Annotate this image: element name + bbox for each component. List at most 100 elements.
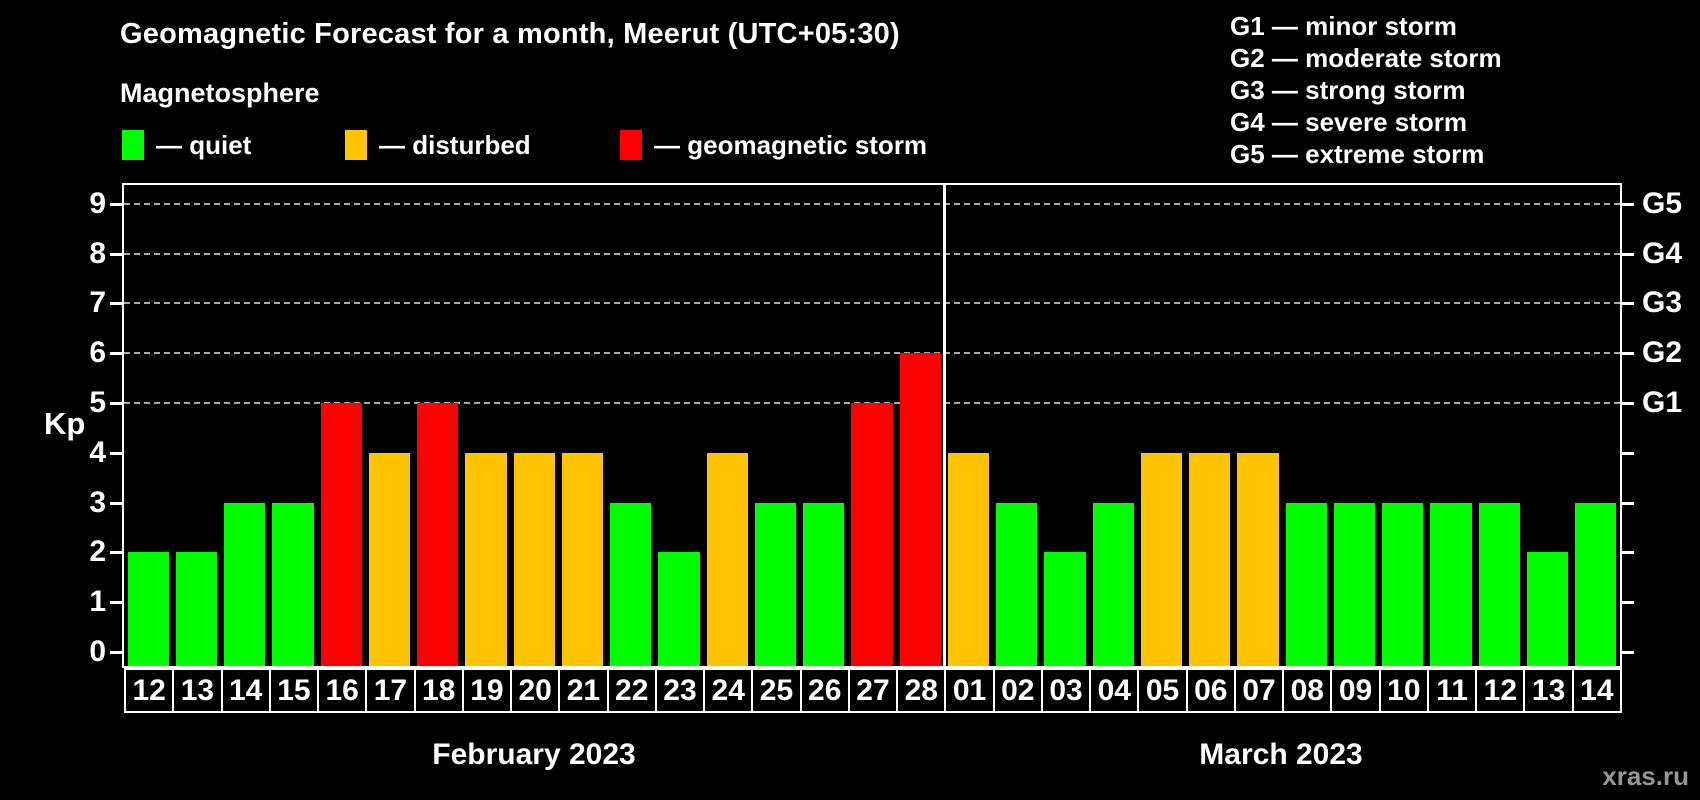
day-label: 12 (1475, 668, 1526, 713)
kp-bar (996, 502, 1038, 666)
y-axis-tick-right (1622, 651, 1634, 654)
day-label: 06 (1185, 668, 1236, 713)
y-axis-tick-left (110, 252, 122, 256)
day-label: 07 (1233, 668, 1285, 713)
day-label: 11 (1426, 668, 1478, 713)
day-label: 12 (124, 668, 175, 713)
day-label: 04 (1089, 668, 1140, 713)
g-legend-line-g4: G4 — severe storm (1230, 107, 1468, 137)
watermark: xras.ru (1602, 761, 1689, 791)
kp-bar (1430, 502, 1472, 666)
y-axis-tick-left (110, 402, 122, 405)
y-axis-label: 7 (89, 286, 106, 320)
kp-bar (706, 452, 748, 666)
y-axis-tick-left (110, 352, 122, 356)
kp-bar (1382, 502, 1424, 666)
right-axis-label-g4: G4 (1642, 236, 1683, 270)
y-axis-label: 5 (89, 386, 106, 419)
kp-bar (1285, 502, 1327, 666)
kp-bar (947, 452, 990, 666)
month-label-february: February 2023 (432, 738, 636, 771)
y-axis-tick-right (1622, 302, 1634, 306)
day-label: 23 (654, 668, 706, 713)
kp-bar (127, 552, 169, 666)
y-axis-label: 6 (89, 336, 106, 370)
y-axis-tick-left (110, 601, 122, 605)
kp-bar (610, 502, 652, 666)
y-axis-label: 4 (89, 435, 106, 469)
day-label: 27 (847, 668, 899, 713)
y-axis-label: 3 (89, 485, 106, 519)
legend-item-disturbed: — disturbed (345, 128, 531, 162)
day-label: 13 (172, 668, 223, 713)
day-label: 20 (510, 668, 561, 713)
day-label: 28 (896, 668, 947, 713)
kp-bar (175, 552, 217, 666)
kp-bar (1044, 552, 1086, 666)
day-label: 10 (1378, 668, 1429, 713)
page-title: Geomagnetic Forecast for a month, Meerut… (120, 18, 900, 50)
chart-subtitle: Magnetosphere (120, 78, 320, 108)
right-axis-label-g3: G3 (1642, 286, 1683, 320)
day-label: 19 (461, 668, 513, 713)
y-axis-tick-right (1622, 202, 1634, 206)
quiet-color-swatch (122, 130, 144, 160)
kp-bar (320, 403, 362, 666)
day-label: 16 (317, 668, 368, 713)
y-axis-tick-right (1622, 501, 1634, 505)
right-axis-label-g1: G1 (1642, 386, 1683, 419)
day-label: 02 (992, 668, 1043, 713)
day-label: 21 (558, 668, 609, 713)
day-label: 08 (1282, 668, 1333, 713)
kp-bar (513, 452, 555, 666)
legend-label: — geomagnetic storm (654, 129, 928, 160)
y-axis-title: Kp (44, 406, 86, 441)
g-legend-line-g2: G2 — moderate storm (1230, 43, 1502, 73)
month-separator (942, 185, 946, 666)
kp-bar (1526, 552, 1569, 666)
y-axis-tick-right (1622, 252, 1634, 256)
day-label: 15 (268, 668, 320, 713)
g-legend-line-g1: G1 — minor storm (1230, 11, 1457, 41)
y-axis-tick-left (110, 551, 122, 555)
day-label: 14 (220, 668, 271, 713)
kp-bar (368, 452, 411, 666)
day-label: 24 (703, 668, 754, 713)
y-axis-tick-right (1622, 551, 1634, 555)
gridline-kp9 (124, 202, 1620, 205)
gridline-kp8 (124, 252, 1620, 255)
y-axis-tick-left (110, 202, 122, 206)
day-label: 18 (413, 668, 464, 713)
day-label: 13 (1523, 668, 1574, 713)
day-label: 05 (1137, 668, 1188, 713)
y-axis-tick-right (1622, 352, 1634, 356)
kp-bar (803, 502, 845, 666)
gridline-kp6 (124, 352, 1620, 355)
legend-label: — disturbed (379, 129, 531, 160)
kp-bar (1189, 452, 1231, 666)
day-label: 22 (606, 668, 657, 713)
g-legend-line-g5: G5 — extreme storm (1230, 139, 1485, 169)
y-axis-label: 0 (89, 635, 106, 668)
kp-bar (272, 502, 314, 666)
kp-bar (1575, 502, 1617, 666)
y-axis-label: 1 (89, 585, 106, 619)
legend-label: — quiet (156, 129, 252, 160)
day-label: 14 (1571, 668, 1622, 713)
right-axis-label-g2: G2 (1642, 336, 1683, 370)
y-axis-label: 8 (89, 236, 106, 270)
y-axis-tick-left (110, 501, 122, 505)
y-axis-tick-right (1622, 451, 1634, 455)
kp-bar (851, 403, 893, 666)
y-axis-label: 9 (89, 186, 106, 220)
kp-bar (465, 452, 507, 666)
y-axis-tick-left (110, 651, 122, 654)
kp-bar (899, 353, 941, 666)
kp-bar (1092, 502, 1134, 666)
day-label: 09 (1330, 668, 1381, 713)
kp-bar (561, 452, 604, 666)
day-label: 17 (365, 668, 416, 713)
y-axis-label: 2 (89, 535, 106, 569)
legend-item-storm: — geomagnetic storm (620, 128, 927, 162)
gridline-kp7 (124, 302, 1620, 305)
